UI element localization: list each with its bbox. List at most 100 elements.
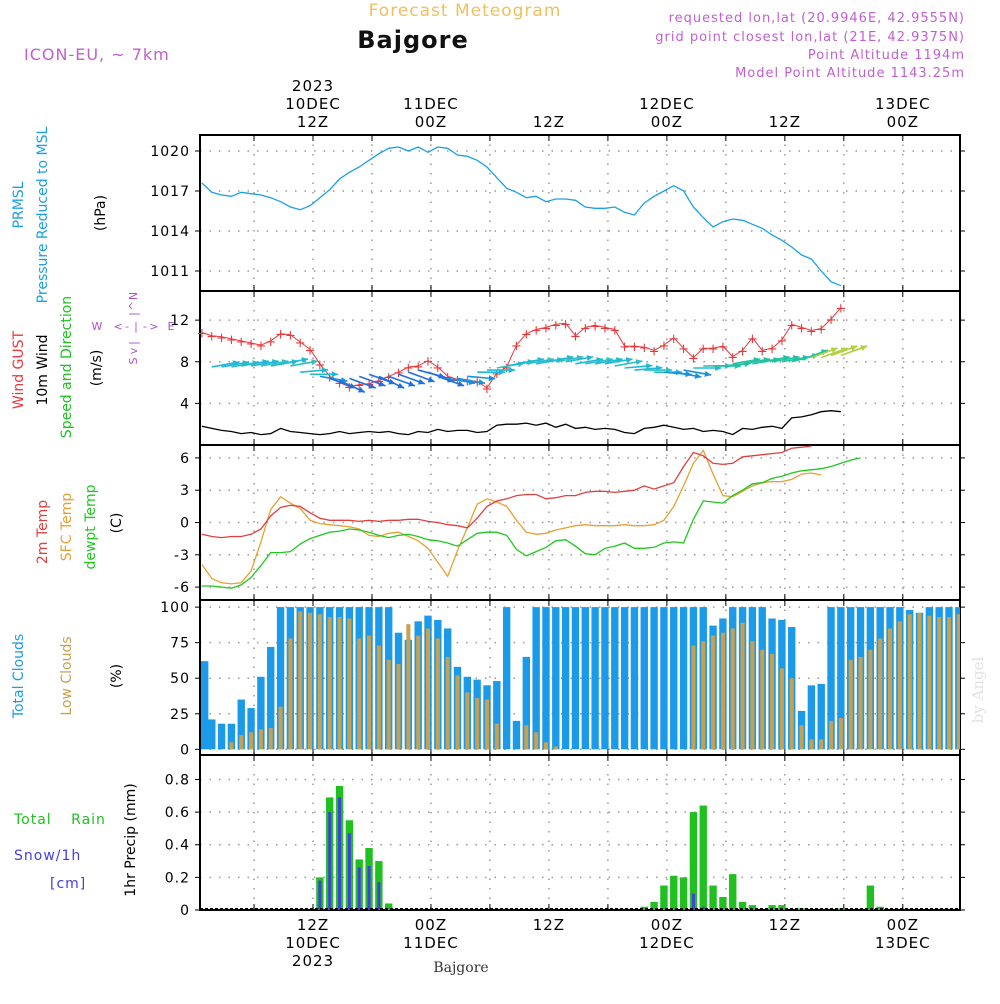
bottom-axis-label: 12Z	[533, 916, 565, 934]
snow-bar	[357, 867, 361, 910]
total-cloud-bar	[247, 708, 255, 750]
rain-bar	[650, 901, 658, 910]
footer-location: Bajgore	[433, 960, 488, 976]
dewpt-label: dewpt Temp	[83, 484, 99, 569]
wind-arrow-head	[311, 359, 318, 366]
gust-marker: +	[521, 328, 532, 343]
total-clouds-label: Total Clouds	[11, 634, 27, 719]
low-cloud-bar	[386, 659, 391, 750]
gust-marker: +	[541, 321, 552, 336]
gust-marker: +	[472, 376, 483, 391]
compass-bar-top: |	[127, 312, 140, 316]
low-cloud-bar	[553, 746, 558, 750]
panel-precipitation: 0 0.2 0.4 0.6 0.8	[165, 754, 965, 919]
gust-marker: +	[295, 336, 306, 351]
gust-marker: +	[432, 361, 443, 376]
low-cloud-bar	[711, 635, 716, 750]
wind-arrow	[457, 377, 486, 386]
ytick-label: 75	[170, 636, 190, 652]
low-cloud-bar	[337, 617, 342, 750]
wind-arrow-head	[357, 386, 365, 393]
wind-arrow-head	[850, 345, 858, 351]
gust-marker: +	[629, 340, 640, 355]
gust-marker: +	[806, 325, 817, 340]
low-cloud-bar	[524, 725, 529, 750]
snow-bar	[338, 797, 342, 910]
gust-marker: +	[727, 351, 738, 366]
wind-arrow	[349, 377, 376, 389]
compass-south: S	[127, 357, 140, 364]
pressure-series	[201, 146, 842, 287]
top-axis-label: 10DEC	[285, 95, 341, 113]
low-cloud-bar	[288, 638, 293, 750]
low-cloud-bar	[878, 638, 883, 750]
gust-marker: +	[403, 361, 414, 376]
temp-label: 2m Temp	[35, 500, 51, 564]
low-cloud-bar	[740, 622, 745, 750]
gust-marker: +	[216, 331, 227, 346]
compass-west: W	[92, 320, 103, 333]
top-axis-label: 12Z	[297, 113, 329, 131]
ytick-label: 8	[180, 355, 190, 371]
snow-bar	[367, 865, 371, 910]
hpa-unit: (hPa)	[93, 195, 109, 231]
precip-unit: 1hr Precip (mm)	[123, 783, 139, 896]
low-cloud-bar	[347, 618, 352, 750]
dewpt-series	[201, 457, 861, 589]
wind-arrow-head	[417, 378, 425, 385]
ytick-label: 0	[180, 742, 190, 758]
wind-arrow-head	[427, 376, 435, 383]
wind-arrow	[398, 373, 426, 385]
low-cloud-bar	[887, 628, 893, 750]
gust-marker: +	[393, 366, 404, 381]
total-cloud-bar	[640, 607, 648, 750]
top-axis-label: 00Z	[887, 113, 919, 131]
low-cloud-bar	[848, 659, 853, 750]
pressure-label: Pressure Reduced to MSL	[35, 126, 51, 303]
ytick-label: 1011	[150, 264, 190, 280]
total-cloud-bar	[620, 607, 629, 750]
point-altitude: Point Altitude 1194m	[808, 48, 965, 63]
gust-marker: +	[570, 330, 581, 345]
low-cloud-bar	[465, 692, 470, 750]
panel-frame	[199, 134, 961, 292]
snow-bar	[347, 833, 351, 910]
total-cloud-bar	[493, 681, 501, 750]
gust-series	[201, 307, 842, 389]
low-cloud-bar	[367, 635, 372, 750]
low-cloud-bar	[416, 635, 421, 750]
gust-marker: +	[658, 339, 669, 354]
ytick-label: 1014	[150, 224, 190, 240]
bottom-axis-label: 12Z	[769, 916, 801, 934]
gust-marker: +	[531, 324, 542, 339]
wind-arrow-head	[408, 380, 416, 387]
wind-arrow	[467, 375, 496, 382]
total-cloud-bar	[217, 723, 226, 750]
compass-arrow-left: <	[113, 320, 122, 333]
total-cloud-bar	[542, 607, 550, 750]
total-cloud-bar	[276, 607, 285, 750]
rain-bar	[670, 875, 678, 910]
snow-bar	[691, 893, 695, 910]
bottom-axis-label: 00Z	[415, 916, 447, 934]
wind-arrow-head	[508, 367, 515, 374]
top-axis-label: 12Z	[769, 113, 801, 131]
ytick-label: 6	[180, 451, 190, 467]
compass-north: N	[127, 292, 140, 300]
total-cloud-bar	[660, 607, 668, 750]
gust-marker: +	[442, 370, 453, 385]
ytick-label: -6	[174, 580, 190, 596]
total-cloud-bar	[827, 607, 835, 750]
low-cloud-bar	[357, 638, 362, 750]
bottom-axis-label: 2023	[292, 952, 334, 970]
gust-marker: +	[776, 334, 787, 349]
total-cloud-bar	[679, 607, 688, 750]
low-cloud-bar	[917, 612, 922, 750]
low-cloud-bar	[327, 617, 332, 750]
total-cloud-bar	[552, 607, 560, 750]
model-altitude: Model Point Altitude 1143.25m	[735, 66, 965, 81]
location-title: Bajgore	[357, 26, 469, 54]
c-unit: (C)	[109, 513, 125, 534]
gust-marker: +	[265, 335, 276, 350]
